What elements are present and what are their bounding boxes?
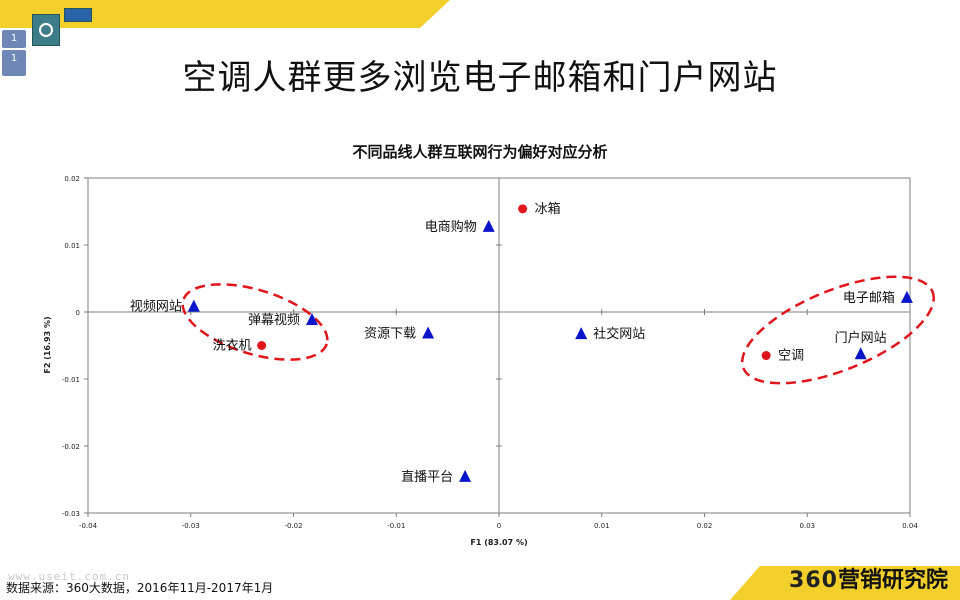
data-point-label: 洗衣机	[213, 338, 252, 354]
data-point-triangle	[305, 313, 318, 326]
x-tick-label: -0.04	[79, 522, 98, 530]
data-point-circle	[518, 204, 528, 214]
page-title: 空调人群更多浏览电子邮箱和门户网站	[182, 58, 778, 98]
y-tick-label: 0.02	[64, 175, 80, 183]
y-tick-label: 0	[76, 309, 80, 317]
x-tick-label: 0.01	[594, 522, 610, 530]
data-point-label: 冰箱	[535, 201, 561, 217]
data-point-label: 社交网站	[593, 326, 645, 342]
data-point-triangle	[900, 290, 913, 303]
brand-logo: 360营销研究院	[789, 562, 948, 594]
y-axis-label: F2 (16.93 %)	[43, 316, 52, 373]
y-tick-label: -0.01	[62, 376, 80, 384]
data-point-triangle	[482, 219, 495, 232]
watermark: www.useit.com.cn	[8, 570, 130, 583]
side-tab[interactable]: 1	[2, 50, 26, 76]
brand-text: 营销研究院	[837, 568, 948, 593]
data-point-triangle	[187, 299, 200, 312]
x-tick-label: 0	[497, 522, 501, 530]
data-point-triangle	[459, 469, 472, 482]
left-side-tabs: 1 1	[2, 30, 26, 78]
x-tick-label: 0.02	[697, 522, 713, 530]
x-tick-label: -0.03	[182, 522, 200, 530]
data-point-label: 电子邮箱	[843, 290, 895, 306]
data-point-label: 资源下载	[364, 326, 416, 341]
y-tick-label: -0.02	[62, 443, 80, 451]
x-tick-label: -0.01	[387, 522, 405, 530]
x-axis-label: F1 (83.07 %)	[470, 538, 527, 547]
brand-number: 360	[789, 568, 838, 593]
data-point-label: 门户网站	[835, 330, 887, 346]
side-tab[interactable]: 1	[2, 30, 26, 48]
top-accent-band	[0, 0, 450, 28]
data-point-label: 空调	[778, 349, 804, 364]
data-point-triangle	[422, 326, 435, 339]
correspondence-chart: 不同品线人群互联网行为偏好对应分析 -0.04 -0.03 -0.02 -0.01 0 0…	[43, 143, 936, 547]
y-tick-label: 0.01	[64, 242, 80, 250]
data-point-triangle	[854, 347, 867, 360]
book-icon	[64, 8, 92, 22]
data-point-circle	[257, 341, 267, 350]
highlight-ellipse-right	[740, 275, 936, 385]
data-point-label: 视频网站	[130, 300, 182, 315]
data-point-triangle	[575, 327, 588, 340]
data-point-label: 弹幕视频	[248, 313, 300, 328]
data-source-note: 数据来源：360大数据，2016年11月-2017年1月	[6, 581, 274, 595]
data-point-circle	[761, 351, 771, 361]
x-tick-label: 0.03	[799, 522, 815, 530]
x-tick-label: 0.04	[902, 522, 918, 530]
data-point-label: 电商购物	[425, 219, 477, 235]
washing-machine-icon	[32, 14, 60, 46]
highlight-ellipse-left	[181, 283, 329, 361]
data-point-label: 直播平台	[401, 470, 453, 485]
x-tick-label: -0.02	[284, 522, 302, 530]
y-tick-label: -0.03	[62, 510, 80, 518]
chart-title: 不同品线人群互联网行为偏好对应分析	[352, 143, 607, 161]
